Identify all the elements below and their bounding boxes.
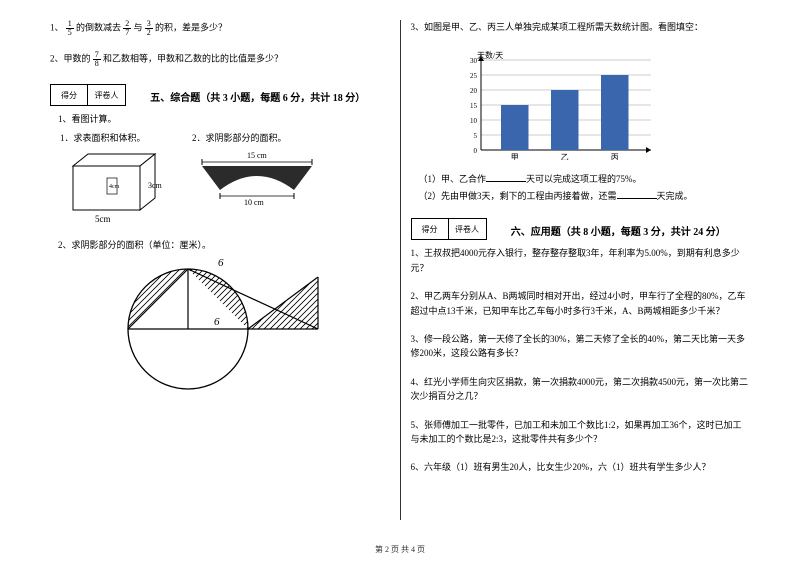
q1-frac2: 27 bbox=[123, 20, 131, 37]
circle-figure: 6 6 bbox=[80, 255, 340, 405]
svg-text:甲: 甲 bbox=[510, 153, 518, 160]
q3: 3、如图是甲、乙、丙三人单独完成某项工程所需天数统计图。看图填空： bbox=[411, 20, 751, 34]
cube-h-label: 4cm bbox=[109, 184, 120, 190]
q3-sub1-text: （1）甲、乙合作天可以完成这项工程的75%。 bbox=[419, 174, 642, 184]
s5-q2: 2、求阴影部分的面积（单位：厘米）。 bbox=[58, 238, 390, 251]
s5-q1-row: 1．求表面积和体积。 4cm 3cm 5cm 2．求阴影部分的面积。 bbox=[60, 131, 390, 228]
score-row-5: 得分 评卷人 五、综合题（共 3 小题，每题 6 分，共计 18 分） bbox=[50, 84, 390, 106]
q1-frac1: 15 bbox=[66, 20, 74, 37]
q3-sub2-text: （2）先由甲做3天，剩下的工程由丙接着做，还需天完成。 bbox=[419, 191, 693, 201]
arch-top-label: 15 cm bbox=[247, 151, 268, 160]
page-footer: 第 2 页 共 4 页 bbox=[0, 544, 800, 555]
s5-q1a-block: 1．求表面积和体积。 4cm 3cm 5cm bbox=[60, 131, 170, 228]
section-6-title: 六、应用题（共 8 小题，每题 3 分，共计 24 分） bbox=[487, 223, 751, 240]
s5-q1: 1、看图计算。 bbox=[58, 112, 390, 125]
svg-text:20: 20 bbox=[470, 87, 478, 95]
circle-right-label: 6 bbox=[214, 316, 220, 328]
q2: 2、甲数的 78 和乙数相等，甲数和乙数的比的比值是多少？ bbox=[50, 51, 390, 68]
circle-top-label: 6 bbox=[218, 257, 224, 269]
svg-text:10: 10 bbox=[470, 117, 478, 125]
svg-text:0: 0 bbox=[473, 147, 477, 155]
right-column: 3、如图是甲、乙、丙三人单独完成某项工程所需天数统计图。看图填空： 天数/天 0… bbox=[401, 20, 761, 520]
two-column-layout: 1、 15 的倒数减去 27 与 32 的积，差是多少？ 2、甲数的 78 和乙… bbox=[40, 20, 760, 520]
section-5-title: 五、综合题（共 3 小题，每题 6 分，共计 18 分） bbox=[126, 89, 390, 106]
score-cell: 得分 bbox=[50, 84, 88, 106]
a5: 5、张师傅加工一批零件，已加工和未加工个数比1:2，如果再加工36个，这时已加工… bbox=[411, 418, 751, 447]
a2: 2、甲乙两车分别从A、B两城同时相对开出，经过4小时，甲车行了全程的80%，乙车… bbox=[411, 289, 751, 318]
q1-frac3: 32 bbox=[145, 20, 153, 37]
cube-w-label: 5cm bbox=[95, 214, 111, 224]
svg-text:乙: 乙 bbox=[560, 153, 568, 160]
q1: 1、 15 的倒数减去 27 与 32 的积，差是多少？ bbox=[50, 20, 390, 37]
arch-figure: 15 cm 10 cm bbox=[192, 144, 322, 206]
q3-sub2: （2）先由甲做3天，剩下的工程由丙接着做，还需天完成。 bbox=[419, 189, 751, 202]
a4: 4、红光小学师生向灾区捐款，第一次捐款4000元，第二次捐款4500元，第一次比… bbox=[411, 375, 751, 404]
q1-prefix: 1、 bbox=[50, 23, 64, 33]
a6: 6、六年级（1）班有男生20人，比女生少20%，六（1）班共有学生多少人？ bbox=[411, 460, 751, 474]
arch-bottom-label: 10 cm bbox=[244, 198, 265, 206]
score-cell-6: 得分 bbox=[411, 218, 449, 240]
cube-figure: 4cm 3cm 5cm bbox=[60, 144, 170, 226]
cube-d-label: 3cm bbox=[148, 181, 163, 190]
svg-text:15: 15 bbox=[470, 102, 478, 110]
q3-sub1: （1）甲、乙合作天可以完成这项工程的75%。 bbox=[419, 172, 751, 185]
q2-frac1: 78 bbox=[93, 51, 101, 68]
s5-q1a: 1．求表面积和体积。 bbox=[60, 131, 170, 144]
svg-text:25: 25 bbox=[470, 72, 478, 80]
score-row-6: 得分 评卷人 六、应用题（共 8 小题，每题 3 分，共计 24 分） bbox=[411, 218, 751, 240]
s5-q1b: 2．求阴影部分的面积。 bbox=[192, 131, 322, 144]
left-column: 1、 15 的倒数减去 27 与 32 的积，差是多少？ 2、甲数的 78 和乙… bbox=[40, 20, 401, 520]
svg-text:丙: 丙 bbox=[610, 153, 618, 160]
svg-text:30: 30 bbox=[470, 57, 478, 65]
q2-t1: 和乙数相等，甲数和乙数的比的比值是多少？ bbox=[103, 54, 283, 64]
svg-text:5: 5 bbox=[473, 132, 477, 140]
q1-t3: 的积，差是多少？ bbox=[155, 23, 227, 33]
q1-t1: 的倒数减去 bbox=[76, 23, 121, 33]
q2-prefix: 2、甲数的 bbox=[50, 54, 91, 64]
s5-q1b-block: 2．求阴影部分的面积。 15 cm 10 cm bbox=[192, 131, 322, 208]
a1: 1、王叔叔把4000元存入银行，整存整存整取3年，年利率为5.00%，到期有利息… bbox=[411, 246, 751, 275]
grader-cell-6: 评卷人 bbox=[449, 218, 487, 240]
a3: 3、修一段公路，第一天修了全长的30%，第二天修了全长的40%，第二天比第一天多… bbox=[411, 332, 751, 361]
bar-chart: 天数/天 051015202530甲乙丙 bbox=[451, 50, 661, 160]
q1-t2: 与 bbox=[134, 23, 143, 33]
grader-cell: 评卷人 bbox=[88, 84, 126, 106]
